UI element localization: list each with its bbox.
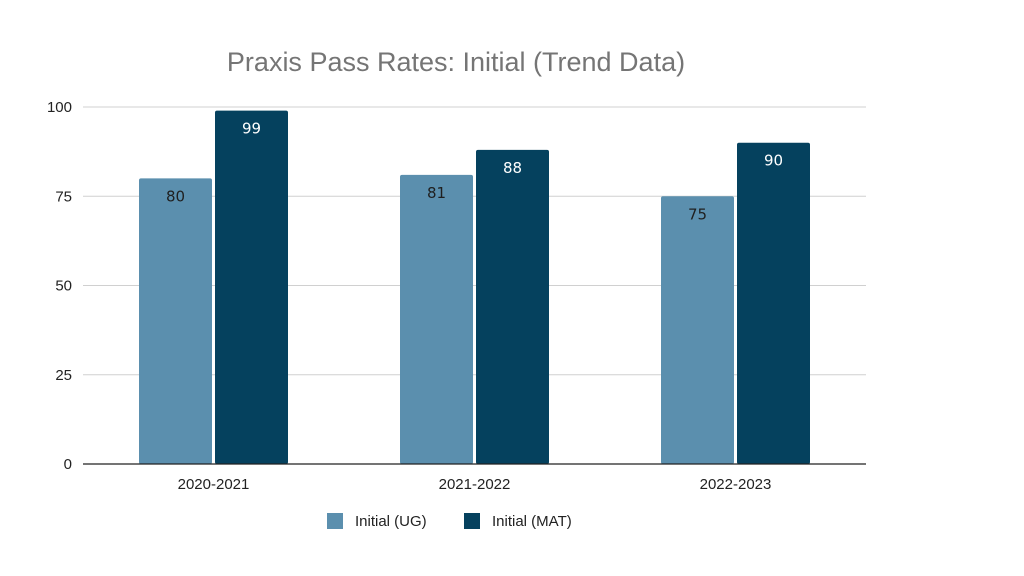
bar-ug	[139, 178, 212, 464]
data-label: 81	[427, 184, 446, 202]
legend-swatch	[464, 513, 480, 529]
y-tick-label: 100	[47, 99, 72, 116]
x-axis-categories: 2020-2021 2021-2022 2022-2023	[178, 476, 772, 493]
data-labels: 80 99 81 88 75 90	[166, 120, 783, 224]
chart-title: Praxis Pass Rates: Initial (Trend Data)	[227, 47, 685, 77]
y-axis-ticks: 0 25 50 75 100	[47, 99, 72, 473]
legend: Initial (UG) Initial (MAT)	[327, 513, 572, 530]
y-tick-label: 75	[55, 188, 72, 205]
legend-label: Initial (UG)	[355, 513, 427, 530]
data-label: 99	[242, 120, 261, 138]
bar-mat	[215, 110, 288, 464]
bar-ug	[400, 174, 473, 464]
legend-label: Initial (MAT)	[492, 513, 572, 530]
data-label: 80	[166, 187, 185, 205]
x-category-label: 2021-2022	[439, 476, 511, 493]
bar-mat	[476, 149, 549, 464]
y-tick-label: 25	[55, 367, 72, 384]
data-label: 90	[764, 152, 783, 170]
y-tick-label: 50	[55, 278, 72, 295]
x-category-label: 2020-2021	[178, 476, 250, 493]
bars	[139, 110, 810, 464]
bar-ug	[661, 196, 734, 464]
legend-swatch	[327, 513, 343, 529]
x-category-label: 2022-2023	[700, 476, 772, 493]
gridlines	[83, 106, 866, 376]
bar-mat	[737, 142, 810, 464]
data-label: 75	[688, 205, 707, 223]
data-label: 88	[503, 159, 522, 177]
y-tick-label: 0	[64, 456, 72, 473]
